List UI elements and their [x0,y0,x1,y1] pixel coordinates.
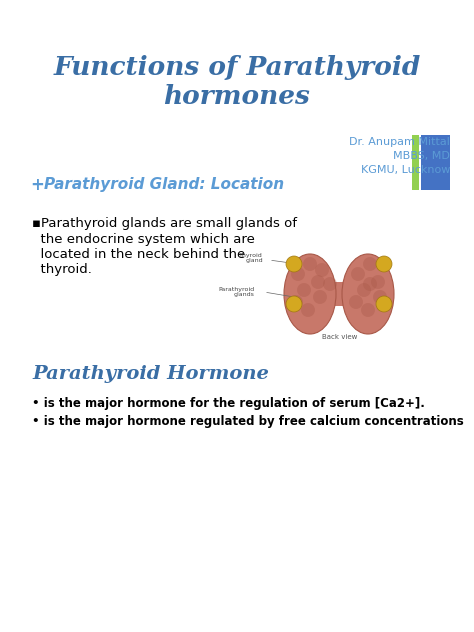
Ellipse shape [342,254,394,334]
Text: Parathyroid Gland: Location: Parathyroid Gland: Location [44,178,284,193]
Circle shape [297,283,311,297]
Text: +: + [30,176,44,194]
Text: • is the major hormone for the regulation of serum [Ca2+].: • is the major hormone for the regulatio… [32,398,425,411]
Circle shape [371,275,385,289]
Circle shape [286,256,302,272]
Text: MBBS, MD: MBBS, MD [393,151,450,161]
Circle shape [313,290,327,304]
Circle shape [363,277,377,291]
Bar [310,282,368,306]
Text: Parathyroid Hormone: Parathyroid Hormone [32,365,269,383]
Text: located in the neck behind the: located in the neck behind the [32,248,245,260]
Circle shape [291,267,305,281]
Circle shape [323,277,337,291]
Circle shape [349,295,363,309]
Text: Back view: Back view [322,334,358,340]
Circle shape [363,257,377,271]
Text: Thyroid
gland: Thyroid gland [239,253,263,264]
Bar [421,135,450,190]
Text: Functions of Parathyroid: Functions of Parathyroid [53,54,421,80]
Circle shape [351,267,365,281]
Circle shape [373,290,387,304]
Circle shape [357,283,371,297]
Text: • is the major hormone regulated by free calcium concentrations: • is the major hormone regulated by free… [32,415,464,428]
Circle shape [376,256,392,272]
Text: hormones: hormones [164,85,310,109]
Text: thyroid.: thyroid. [32,262,92,276]
Circle shape [303,257,317,271]
Text: KGMU, Lucknow: KGMU, Lucknow [361,165,450,175]
Circle shape [289,295,303,309]
Circle shape [286,296,302,312]
Circle shape [361,303,375,317]
Text: the endocrine system which are: the endocrine system which are [32,233,255,245]
Text: Dr. Anupam Mittal: Dr. Anupam Mittal [349,137,450,147]
Circle shape [315,263,329,277]
Text: ▪Parathyroid glands are small glands of: ▪Parathyroid glands are small glands of [32,217,297,231]
Circle shape [376,296,392,312]
Bar [412,135,419,190]
Circle shape [311,275,325,289]
Ellipse shape [284,254,336,334]
Circle shape [301,303,315,317]
Text: Parathyroid
glands: Parathyroid glands [219,286,255,298]
